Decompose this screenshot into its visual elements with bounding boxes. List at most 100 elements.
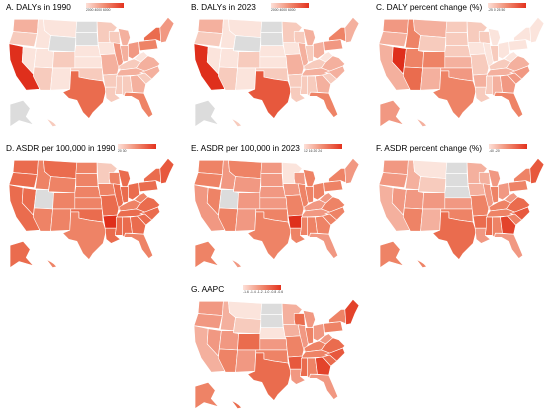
state-or [193, 31, 223, 47]
state-ne [259, 327, 287, 340]
state-ak [194, 241, 219, 268]
state-ms [299, 357, 308, 377]
state-hi [416, 118, 427, 127]
state-fl [124, 232, 154, 259]
state-nm [235, 67, 257, 91]
state-hi [46, 259, 57, 268]
state-wa [197, 160, 224, 175]
state-ar [102, 73, 118, 88]
us-choropleth-map [378, 158, 545, 268]
state-hi [231, 118, 242, 127]
state-ne [74, 45, 102, 58]
map-panel-g: G. AAPC -1.6 -1.4 -1.2 -1.0 -0.8 -0.6 [191, 284, 363, 414]
map-panel-f: F. ASDR percent change (%) -40 -20 [376, 143, 548, 273]
state-wi [293, 172, 306, 185]
state-ut [34, 48, 54, 69]
state-wy [48, 35, 77, 53]
state-va [321, 196, 346, 213]
state-ne-region [159, 158, 175, 184]
state-ga [130, 215, 146, 235]
state-ak [379, 100, 404, 127]
state-oh [313, 41, 325, 60]
state-ms [114, 75, 123, 95]
state-ut [219, 330, 239, 351]
state-ny [328, 27, 347, 42]
state-ut [34, 189, 54, 210]
state-ga [500, 215, 516, 235]
state-ak [194, 382, 219, 409]
state-tx [247, 352, 292, 401]
panel-title: A. DALYs in 1990 [6, 2, 71, 12]
legend-tick-labels: -40 -20 [489, 149, 500, 153]
state-or [378, 31, 408, 47]
state-ga [130, 74, 146, 94]
state-az [218, 66, 238, 91]
state-ks [259, 197, 288, 210]
state-ne [259, 186, 287, 199]
state-ne [444, 186, 472, 199]
state-ar [287, 73, 303, 88]
map-panel-a: A. DALYs in 1990 2000 4000 6000 [6, 2, 178, 132]
state-tx [247, 70, 292, 119]
state-wv [319, 192, 333, 204]
state-ak [194, 100, 219, 127]
state-az [33, 207, 53, 232]
state-ny [513, 168, 532, 183]
state-ne [259, 45, 287, 58]
state-ne-region [344, 17, 360, 43]
state-or [193, 172, 223, 188]
state-tx [247, 211, 292, 260]
map-panel-b: B. DALYs in 2023 2000 4000 6000 [191, 2, 363, 132]
state-oh [498, 182, 510, 201]
state-ia [282, 42, 301, 56]
state-wa [12, 160, 39, 175]
state-wv [134, 51, 148, 63]
state-nd [260, 21, 283, 33]
state-az [218, 348, 238, 373]
state-ia [282, 183, 301, 197]
state-oh [128, 182, 140, 201]
state-or [8, 172, 38, 188]
state-ks [74, 56, 103, 69]
state-fl [124, 91, 154, 118]
state-ut [219, 189, 239, 210]
state-ut [219, 48, 239, 69]
legend-gradient-bar [304, 144, 342, 149]
state-va [136, 196, 161, 213]
us-choropleth-map [8, 158, 175, 268]
state-ar [287, 355, 303, 370]
state-ks [259, 338, 288, 351]
legend-tick-labels: 20 30 [118, 149, 127, 153]
state-ks [259, 56, 288, 69]
state-ia [282, 324, 301, 338]
state-ms [299, 75, 308, 95]
state-wa [197, 301, 224, 316]
state-pa [508, 39, 529, 52]
state-pa [323, 180, 344, 193]
state-ne-region [344, 158, 360, 184]
state-wv [319, 333, 333, 345]
state-sd [75, 32, 99, 46]
state-tx [62, 211, 107, 260]
state-wi [478, 172, 491, 185]
panel-title: E. ASDR per 100,000 in 2023 [191, 143, 300, 153]
state-va [321, 55, 346, 72]
us-choropleth-map [193, 299, 360, 409]
state-ne [444, 45, 472, 58]
state-wi [108, 31, 121, 44]
state-ia [467, 42, 486, 56]
state-wv [319, 51, 333, 63]
state-nd [445, 162, 468, 174]
state-hi [231, 259, 242, 268]
state-sd [75, 173, 99, 187]
state-va [506, 55, 531, 72]
state-pa [323, 321, 344, 334]
state-fl [309, 373, 339, 400]
legend-gradient-bar [489, 144, 527, 149]
state-ia [97, 42, 116, 56]
state-ne-region [344, 299, 360, 325]
state-nm [235, 208, 257, 232]
state-fl [309, 232, 339, 259]
state-ar [287, 214, 303, 229]
state-tx [432, 70, 477, 119]
